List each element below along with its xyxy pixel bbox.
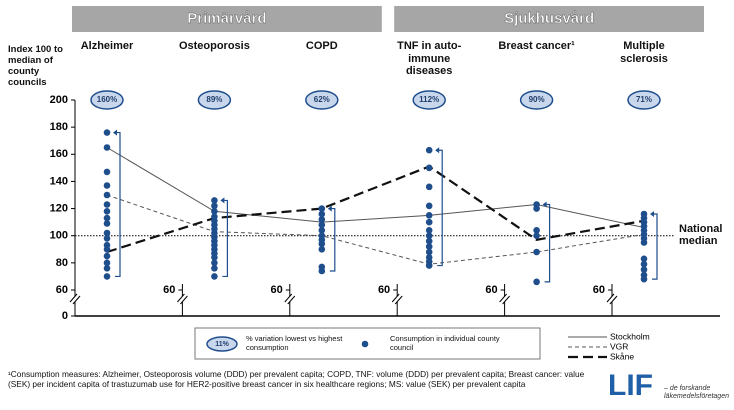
county-dot xyxy=(641,239,648,246)
county-dot xyxy=(104,265,111,272)
county-dot xyxy=(104,201,111,208)
county-dot xyxy=(426,147,433,154)
county-dot xyxy=(319,246,326,253)
legend-dot xyxy=(362,341,369,348)
county-dot xyxy=(533,205,540,212)
county-dot xyxy=(104,192,111,199)
county-dot xyxy=(426,184,433,191)
panel-tick-label: 60 xyxy=(378,284,390,296)
variation-label: 89% xyxy=(206,95,222,104)
category-label: Multiple sclerosis xyxy=(599,40,689,65)
legend-text: Consumption in individual county council xyxy=(390,335,500,352)
variation-label: 112% xyxy=(419,95,439,104)
county-dot xyxy=(104,144,111,151)
variation-label: 160% xyxy=(97,95,117,104)
county-dot xyxy=(104,246,111,253)
county-dot xyxy=(426,219,433,226)
range-arrow xyxy=(650,211,654,217)
y-tick-label: 60 xyxy=(56,284,68,296)
range-arrow xyxy=(220,197,224,203)
category-label: COPD xyxy=(277,40,367,53)
y-tick-label: 180 xyxy=(50,121,68,133)
panel-tick-label: 60 xyxy=(485,284,497,296)
variation-label: 90% xyxy=(529,95,545,104)
range-bracket xyxy=(652,214,657,279)
county-dot xyxy=(426,203,433,210)
reference-label: National median xyxy=(679,223,734,248)
page: Primärvård Sjukhusvård 60 80 100 120 140 160 180… xyxy=(0,0,734,410)
series-line xyxy=(107,167,644,253)
logo-name: LIF xyxy=(608,369,653,402)
range-arrow xyxy=(113,130,117,136)
county-dot xyxy=(426,165,433,172)
county-dot xyxy=(104,273,111,280)
category-label: Osteoporosis xyxy=(169,40,259,53)
y-tick-label: 80 xyxy=(56,257,68,269)
legend-label: Skåne xyxy=(610,351,634,361)
category-label: TNF in auto-immune diseases xyxy=(384,40,474,78)
panel-tick-label: 60 xyxy=(593,284,605,296)
group-title: Sjukhusvård xyxy=(504,10,594,27)
county-dot xyxy=(426,262,433,269)
variation-label: 62% xyxy=(314,95,330,104)
y-tick-label: 200 xyxy=(50,94,68,106)
y-tick-label: 0 xyxy=(62,310,68,322)
y-tick-label: 120 xyxy=(50,202,68,214)
y-tick-label: 160 xyxy=(50,148,68,160)
panel-tick-label: 60 xyxy=(271,284,283,296)
range-bracket xyxy=(437,150,442,265)
y-axis-label: Index 100 to median of county councils xyxy=(8,45,74,89)
series-line xyxy=(107,195,644,264)
legend-text: % variation lowest vs highest consumptio… xyxy=(246,335,346,352)
county-dot xyxy=(104,253,111,260)
county-dot xyxy=(211,273,218,280)
legend-label: VGR xyxy=(610,341,628,351)
county-dot xyxy=(641,276,648,283)
county-dot xyxy=(104,182,111,189)
county-dot xyxy=(104,220,111,227)
county-dot xyxy=(319,268,326,275)
category-label: Alzheimer xyxy=(62,40,152,53)
county-dot xyxy=(104,169,111,176)
county-dot xyxy=(533,232,540,239)
category-label: Breast cancer¹ xyxy=(492,40,582,53)
range-arrow xyxy=(435,147,439,153)
variation-label: 71% xyxy=(636,95,652,104)
range-bracket xyxy=(330,209,335,271)
y-tick-label: 100 xyxy=(50,230,68,242)
county-dot xyxy=(211,265,218,272)
county-dot xyxy=(533,279,540,286)
county-dot xyxy=(104,129,111,136)
group-title: Primärvård xyxy=(187,10,266,27)
legend-bubble-label: 11% xyxy=(215,341,229,348)
county-dot xyxy=(426,212,433,219)
county-dot xyxy=(104,208,111,215)
county-dot xyxy=(104,235,111,242)
panel-tick-label: 60 xyxy=(163,284,175,296)
y-tick-label: 140 xyxy=(50,175,68,187)
range-bracket xyxy=(545,205,550,282)
footnote: ¹Consumption measures: Alzheimer, Osteop… xyxy=(8,370,588,389)
legend-label: Stockholm xyxy=(610,331,650,341)
county-dot xyxy=(533,249,540,256)
logo-tagline: – de forskande läkemedelsföretagen xyxy=(664,385,734,401)
